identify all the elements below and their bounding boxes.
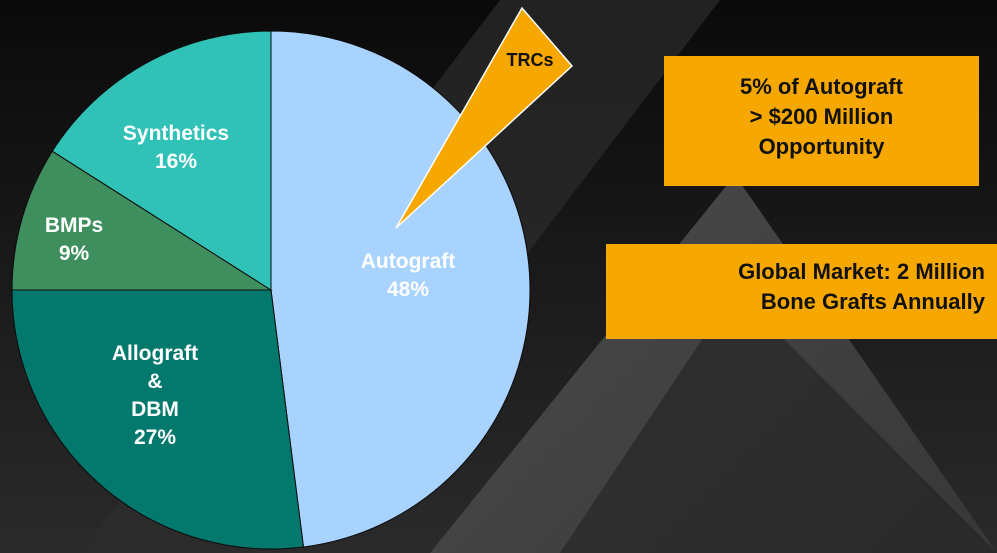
slice-value-label: 48% (387, 278, 429, 301)
slice-name-label: Allograft (112, 342, 198, 365)
slice-name-label: & (147, 370, 162, 393)
slice-name-label: DBM (131, 398, 179, 421)
decor-triangle-inner (560, 290, 997, 553)
callout-line: Global Market: 2 Million (738, 259, 985, 284)
global-market-callout: Global Market: 2 Million Bone Grafts Ann… (606, 244, 997, 339)
slice-value-label: 9% (59, 242, 90, 265)
autograft-opportunity-callout: 5% of Autograft > $200 Million Opportuni… (664, 56, 979, 186)
slice-name-label: Synthetics (123, 122, 229, 145)
callout-line: > $200 Million (749, 104, 894, 129)
slice-value-label: 16% (155, 150, 197, 173)
pie-slice-bmps (11, 150, 273, 291)
trc-wedge-group: TRCs (395, 6, 574, 229)
trcs-label: TRCs (506, 50, 553, 70)
slice-name-label: Autograft (361, 250, 455, 273)
pie-slice-allograft-and-dbm (11, 289, 305, 550)
pie-labels: Autograft 48% Allograft & DBM 27% BMPs 9% Synthe… (45, 122, 455, 449)
pie-slice-synthetics (51, 30, 272, 291)
slice-value-label: 27% (134, 426, 176, 449)
callout-line: Opportunity (758, 134, 885, 159)
pie-chart (11, 30, 531, 550)
callout-line: 5% of Autograft (740, 74, 903, 99)
slice-name-label: BMPs (45, 214, 103, 237)
callout-line: Bone Grafts Annually (760, 289, 985, 314)
pie-slice-trcs (395, 6, 574, 229)
